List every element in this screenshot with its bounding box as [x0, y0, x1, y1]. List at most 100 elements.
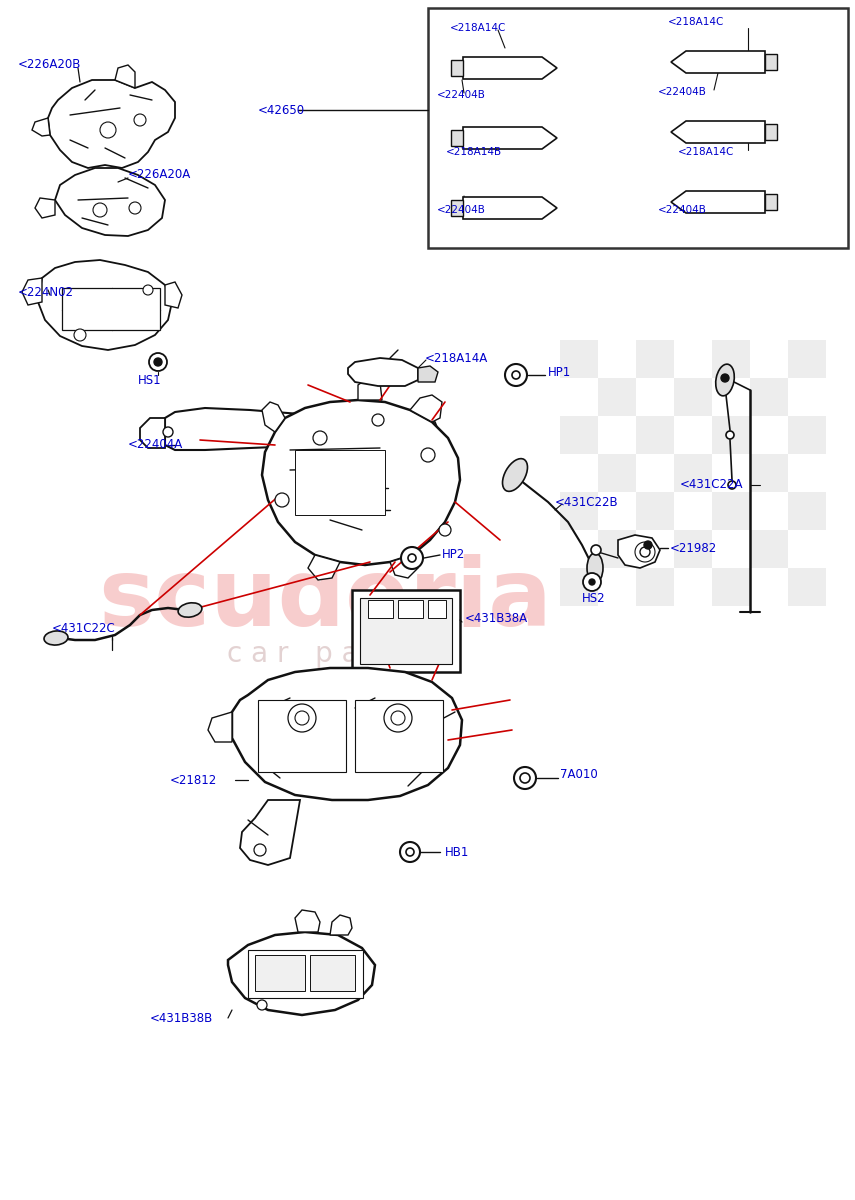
Text: <431C22C: <431C22C: [52, 622, 115, 635]
Polygon shape: [262, 402, 285, 432]
Bar: [765, 54, 777, 70]
Text: <431C22B: <431C22B: [555, 496, 619, 509]
Circle shape: [149, 353, 167, 371]
Circle shape: [583, 572, 601, 590]
Circle shape: [154, 358, 162, 366]
Circle shape: [635, 542, 655, 562]
Circle shape: [391, 710, 405, 725]
Text: <22404B: <22404B: [437, 205, 486, 215]
Bar: [310, 955, 355, 991]
Circle shape: [313, 431, 327, 445]
Bar: [712, 568, 750, 606]
Text: <431C22A: <431C22A: [680, 479, 744, 492]
Bar: [352, 590, 460, 672]
Polygon shape: [671, 50, 765, 73]
Bar: [598, 530, 636, 568]
Circle shape: [134, 114, 146, 126]
Text: scuderia: scuderia: [98, 554, 551, 646]
Circle shape: [163, 427, 173, 437]
Polygon shape: [22, 278, 42, 305]
Circle shape: [644, 541, 652, 550]
Text: <22404B: <22404B: [437, 90, 486, 100]
Circle shape: [93, 203, 107, 217]
Polygon shape: [618, 535, 660, 568]
Text: <218A14C: <218A14C: [678, 146, 734, 157]
Bar: [295, 450, 385, 515]
Polygon shape: [671, 191, 765, 214]
Polygon shape: [32, 118, 50, 136]
Polygon shape: [295, 910, 320, 932]
Ellipse shape: [44, 631, 68, 646]
Bar: [428, 600, 446, 618]
Circle shape: [129, 202, 141, 214]
Bar: [636, 340, 674, 378]
Circle shape: [74, 329, 86, 341]
Polygon shape: [671, 121, 765, 143]
Circle shape: [728, 481, 736, 490]
Bar: [360, 598, 452, 664]
Polygon shape: [358, 378, 382, 400]
Circle shape: [421, 448, 435, 462]
Circle shape: [408, 554, 416, 562]
Circle shape: [505, 364, 527, 386]
Polygon shape: [330, 914, 352, 935]
Circle shape: [401, 547, 423, 569]
Text: <42650: <42650: [258, 103, 305, 116]
Polygon shape: [48, 80, 175, 168]
Bar: [258, 700, 346, 772]
Bar: [451, 130, 463, 146]
Text: HS1: HS1: [138, 373, 162, 386]
Polygon shape: [408, 418, 440, 445]
Bar: [788, 416, 826, 454]
Polygon shape: [240, 800, 300, 865]
Text: <224N02: <224N02: [18, 286, 74, 299]
Bar: [674, 530, 712, 568]
Bar: [598, 378, 636, 416]
Ellipse shape: [503, 458, 528, 491]
Bar: [636, 492, 674, 530]
Text: <218A14C: <218A14C: [450, 23, 506, 32]
Polygon shape: [232, 668, 462, 800]
Bar: [368, 600, 393, 618]
Text: <218A14C: <218A14C: [668, 17, 724, 26]
Text: <21812: <21812: [170, 774, 217, 786]
Bar: [750, 454, 788, 492]
Text: <226A20B: <226A20B: [18, 59, 81, 72]
Bar: [248, 950, 363, 998]
Bar: [636, 416, 674, 454]
Polygon shape: [348, 358, 418, 386]
Circle shape: [295, 710, 309, 725]
Ellipse shape: [587, 553, 603, 583]
Circle shape: [288, 704, 316, 732]
Polygon shape: [55, 168, 165, 236]
Polygon shape: [463, 127, 557, 149]
Circle shape: [384, 704, 412, 732]
Bar: [255, 955, 305, 991]
Polygon shape: [165, 408, 408, 450]
Circle shape: [640, 547, 650, 557]
Circle shape: [257, 1000, 267, 1010]
Bar: [765, 124, 777, 140]
Bar: [598, 454, 636, 492]
Circle shape: [275, 493, 289, 506]
Polygon shape: [38, 260, 172, 350]
Polygon shape: [308, 554, 340, 580]
Text: c a r   p a r t s: c a r p a r t s: [227, 640, 422, 668]
Circle shape: [589, 578, 595, 584]
Bar: [62, 288, 160, 330]
Text: <22404B: <22404B: [658, 205, 707, 215]
Text: <226A20A: <226A20A: [128, 168, 192, 181]
Bar: [750, 378, 788, 416]
Bar: [560, 492, 598, 530]
Text: <22404A: <22404A: [128, 438, 183, 451]
Bar: [674, 454, 712, 492]
Text: <22404B: <22404B: [658, 86, 707, 97]
Circle shape: [721, 374, 729, 382]
Bar: [712, 416, 750, 454]
Circle shape: [400, 842, 420, 862]
Text: <431B38A: <431B38A: [465, 612, 528, 624]
Bar: [636, 568, 674, 606]
Circle shape: [406, 848, 414, 856]
Text: HP1: HP1: [548, 366, 571, 378]
Circle shape: [254, 844, 266, 856]
